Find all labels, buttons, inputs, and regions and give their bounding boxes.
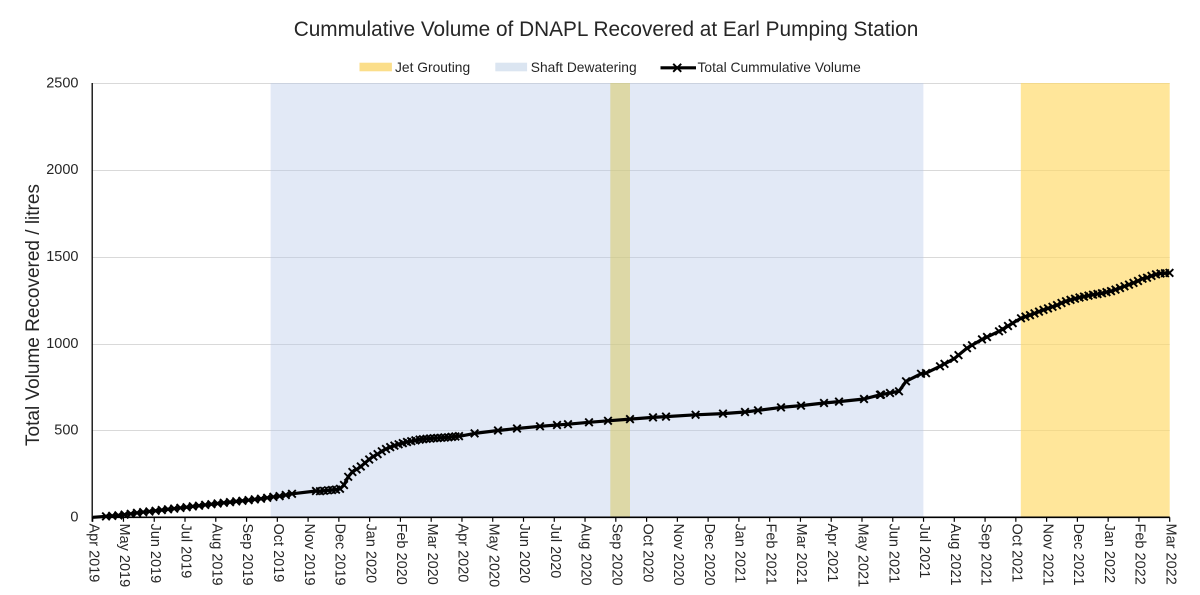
svg-text:Oct 2021: Oct 2021 xyxy=(1009,524,1025,583)
svg-text:Nov 2021: Nov 2021 xyxy=(1039,524,1055,586)
svg-text:1000: 1000 xyxy=(46,336,78,352)
svg-text:Mar 2021: Mar 2021 xyxy=(793,524,809,585)
svg-text:500: 500 xyxy=(54,423,78,439)
svg-text:Jul 2019: Jul 2019 xyxy=(178,524,194,579)
svg-text:Apr 2020: Apr 2020 xyxy=(455,524,471,583)
svg-text:Cummulative Volume of DNAPL Re: Cummulative Volume of DNAPL Recovered at… xyxy=(294,18,919,41)
svg-text:Nov 2020: Nov 2020 xyxy=(670,524,686,586)
svg-text:Nov 2019: Nov 2019 xyxy=(301,524,317,586)
svg-text:Total Volume Recovered / litre: Total Volume Recovered / litres xyxy=(23,184,44,446)
svg-text:Feb 2020: Feb 2020 xyxy=(393,524,409,585)
svg-text:2000: 2000 xyxy=(46,162,78,178)
svg-text:Sep 2019: Sep 2019 xyxy=(239,524,255,586)
svg-text:Mar 2022: Mar 2022 xyxy=(1162,524,1178,585)
svg-text:May 2019: May 2019 xyxy=(116,524,132,588)
svg-text:Sep 2021: Sep 2021 xyxy=(978,524,994,586)
svg-text:Aug 2021: Aug 2021 xyxy=(947,524,963,586)
svg-text:Mar 2020: Mar 2020 xyxy=(424,524,440,585)
svg-text:Jun 2021: Jun 2021 xyxy=(885,524,901,584)
svg-text:Dec 2021: Dec 2021 xyxy=(1070,524,1086,586)
svg-text:Shaft Dewatering: Shaft Dewatering xyxy=(531,60,637,75)
svg-text:2500: 2500 xyxy=(46,75,78,91)
svg-text:May 2021: May 2021 xyxy=(855,524,871,588)
svg-text:May 2020: May 2020 xyxy=(485,524,501,588)
svg-text:Jan 2021: Jan 2021 xyxy=(732,524,748,584)
svg-text:Jul 2020: Jul 2020 xyxy=(547,524,563,579)
svg-text:Apr 2019: Apr 2019 xyxy=(85,524,101,583)
svg-text:Dec 2020: Dec 2020 xyxy=(701,524,717,586)
svg-text:Jul 2021: Jul 2021 xyxy=(916,524,932,579)
svg-text:0: 0 xyxy=(70,510,78,526)
svg-text:Jet Grouting: Jet Grouting xyxy=(395,60,470,75)
svg-text:Feb 2022: Feb 2022 xyxy=(1132,524,1148,585)
svg-text:Dec 2019: Dec 2019 xyxy=(332,524,348,586)
svg-text:Total Cummulative Volume: Total Cummulative Volume xyxy=(698,60,862,75)
svg-text:Aug 2020: Aug 2020 xyxy=(578,524,594,586)
svg-text:Oct 2019: Oct 2019 xyxy=(270,524,286,583)
svg-text:Aug 2019: Aug 2019 xyxy=(208,524,224,586)
svg-text:Feb 2021: Feb 2021 xyxy=(762,524,778,585)
svg-text:Sep 2020: Sep 2020 xyxy=(608,524,624,586)
svg-text:Jan 2022: Jan 2022 xyxy=(1101,524,1117,584)
svg-text:Apr 2021: Apr 2021 xyxy=(824,524,840,583)
svg-text:Jun 2019: Jun 2019 xyxy=(147,524,163,584)
svg-text:1500: 1500 xyxy=(46,249,78,265)
svg-text:Oct 2020: Oct 2020 xyxy=(639,524,655,583)
svg-text:Jan 2020: Jan 2020 xyxy=(362,524,378,584)
svg-text:Jun 2020: Jun 2020 xyxy=(516,524,532,584)
